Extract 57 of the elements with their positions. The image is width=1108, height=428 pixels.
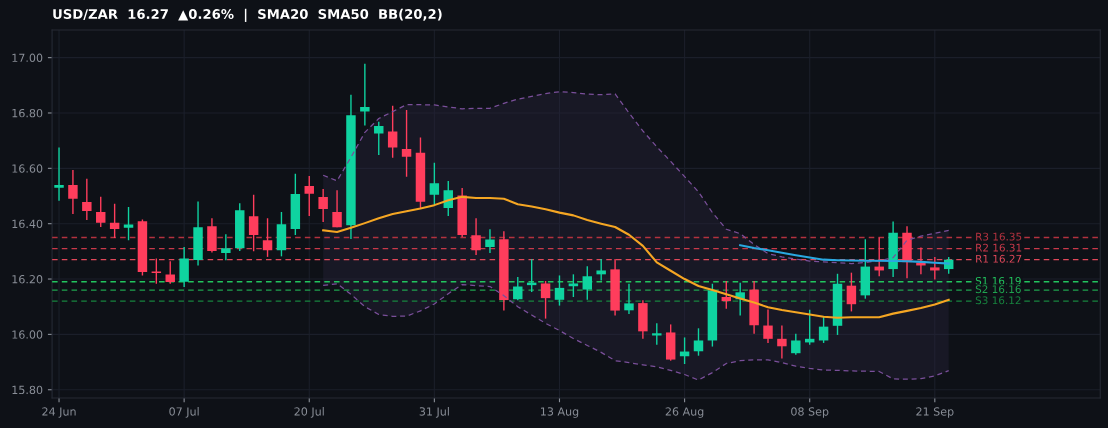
candlestick [360,63,370,127]
line-series [322,91,950,265]
y-tick-label: 16.40 [12,219,43,229]
candlestick [262,217,273,258]
candlestick [318,188,328,223]
x-tick-label: 24 Jun [42,407,76,418]
candlestick [693,327,704,357]
candlestick [54,146,64,202]
candlestick [791,333,801,356]
candlestick [624,283,634,315]
candlestick [387,105,398,159]
x-tick-label: 08 Sep [791,407,829,418]
candlestick [471,217,481,256]
candlestick [596,258,606,282]
candlestick [221,233,231,261]
candlestick [652,322,662,346]
ref-line-label: S3 16.12 [975,296,1021,305]
candlestick [485,228,495,254]
candlestick [568,273,579,298]
ref-line-label: R2 16.31 [976,243,1022,252]
x-tick-label: 21 Sep [916,407,954,418]
ref-line-label: R1 16.27 [976,254,1022,263]
candlestick [109,203,120,239]
candlestick [554,274,565,307]
candlestick [304,175,314,217]
x-tick-label: 31 Jul [419,407,449,418]
ref-line-label: S1 16.19 [975,276,1021,285]
candlestick [332,189,342,228]
ref-line-label: S2 16.16 [975,285,1021,294]
x-tick-label: 13 Aug [541,407,579,418]
x-tick-label: 07 Jul [169,407,199,418]
candlestick [721,280,732,310]
candlestick [777,324,787,360]
y-tick-label: 16.00 [12,330,43,339]
candlestick [96,196,106,228]
candlestick [540,280,551,320]
candlestick [846,271,857,313]
candlestick [68,169,78,215]
ref-line-label: R3 16.35 [976,232,1022,241]
y-tick-label: 16.80 [12,108,43,118]
candlestick [248,193,259,253]
candlestick [82,178,92,221]
chart-title: USD/ZAR 16.27 ▲0.26% | SMA20 SMA50 BB(20,2) [53,8,442,22]
y-tick-label: 16.60 [12,164,43,173]
line-series [322,283,950,381]
candlestick [930,256,940,281]
x-tick-label: 26 Aug [665,407,704,418]
candlestick [763,308,773,344]
x-tick-label: 20 Jul [294,407,324,418]
y-tick-label: 15.80 [12,385,43,395]
y-tick-label: 16.20 [12,275,43,284]
y-tick-label: 17.00 [12,53,43,63]
candlestick [513,276,523,302]
candlestick [179,246,189,288]
candlestick [582,265,593,301]
candlestick [429,162,440,207]
candlestick [401,109,412,178]
